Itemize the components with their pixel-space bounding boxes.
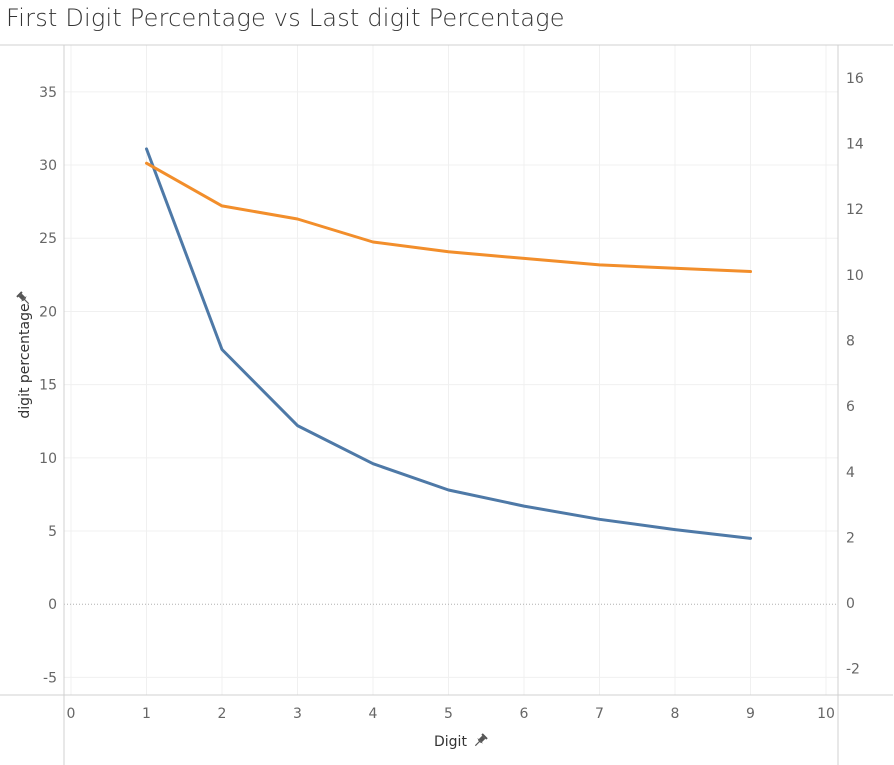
y-right-tick-label: 4 (846, 465, 855, 481)
series-line-1[interactable] (145, 147, 752, 540)
y-left-tick-label: -5 (43, 670, 57, 686)
y-left-tick-label: 15 (39, 378, 57, 394)
x-tick-label: 4 (369, 706, 378, 722)
y-right-tick-label: -2 (846, 662, 860, 678)
series-layer (145, 147, 752, 540)
x-tick-label: 0 (67, 706, 76, 722)
x-tick-label: 5 (444, 706, 453, 722)
x-tick-label: 8 (671, 706, 680, 722)
y-left-tick-label: 30 (39, 158, 57, 174)
pin-head (481, 733, 488, 740)
grid (64, 45, 838, 695)
x-tick-label: 3 (293, 706, 302, 722)
x-axis-title: Digit (434, 734, 467, 750)
y-right-tick-label: 0 (846, 596, 855, 612)
y-left-tick-label: 0 (48, 597, 57, 613)
y-right-tick-label: 8 (846, 333, 855, 349)
y-right-tick-label: 2 (846, 530, 855, 546)
y-right-tick-label: 16 (846, 71, 864, 87)
chart-frame (0, 44, 893, 765)
x-tick-label: 2 (218, 706, 227, 722)
chart-title: First Digit Percentage vs Last digit Per… (6, 4, 565, 32)
pin-needle (474, 741, 480, 747)
y-left-tick-label: 5 (48, 524, 57, 540)
x-tick-label: 6 (520, 706, 529, 722)
pin-icon[interactable] (473, 733, 489, 749)
y-right-tick-label: 12 (846, 202, 864, 218)
pin-needle (24, 299, 30, 305)
y-left-tick-label: 20 (39, 304, 57, 320)
y-right-tick-label: 6 (846, 399, 855, 415)
x-axis-title-group[interactable]: Digit (434, 733, 488, 750)
y-right-tick-labels: -2 0 2 4 6 8 10 12 14 16 (846, 71, 864, 678)
y-axis-title: digit percentage (17, 303, 33, 418)
y-right-tick-label: 14 (846, 136, 864, 152)
pin-head (16, 291, 23, 298)
pin-body (18, 293, 26, 301)
y-right-tick-label: 10 (846, 268, 864, 284)
x-tick-label: 10 (817, 706, 835, 722)
x-tick-label: 7 (595, 706, 604, 722)
y-left-tick-label: 35 (39, 85, 57, 101)
x-tick-label: 1 (142, 706, 151, 722)
pin-icon[interactable] (16, 291, 32, 307)
y-left-tick-labels: -5 0 5 10 15 20 25 30 35 (39, 85, 57, 687)
series-line-2[interactable] (145, 161, 752, 273)
pin-body (478, 735, 486, 743)
y-left-tick-label: 25 (39, 231, 57, 247)
y-axis-title-group[interactable]: digit percentage (16, 291, 33, 419)
x-tick-labels: 0 1 2 3 4 5 6 7 8 9 10 (67, 706, 835, 722)
y-left-tick-label: 10 (39, 451, 57, 467)
x-tick-label: 9 (746, 706, 755, 722)
